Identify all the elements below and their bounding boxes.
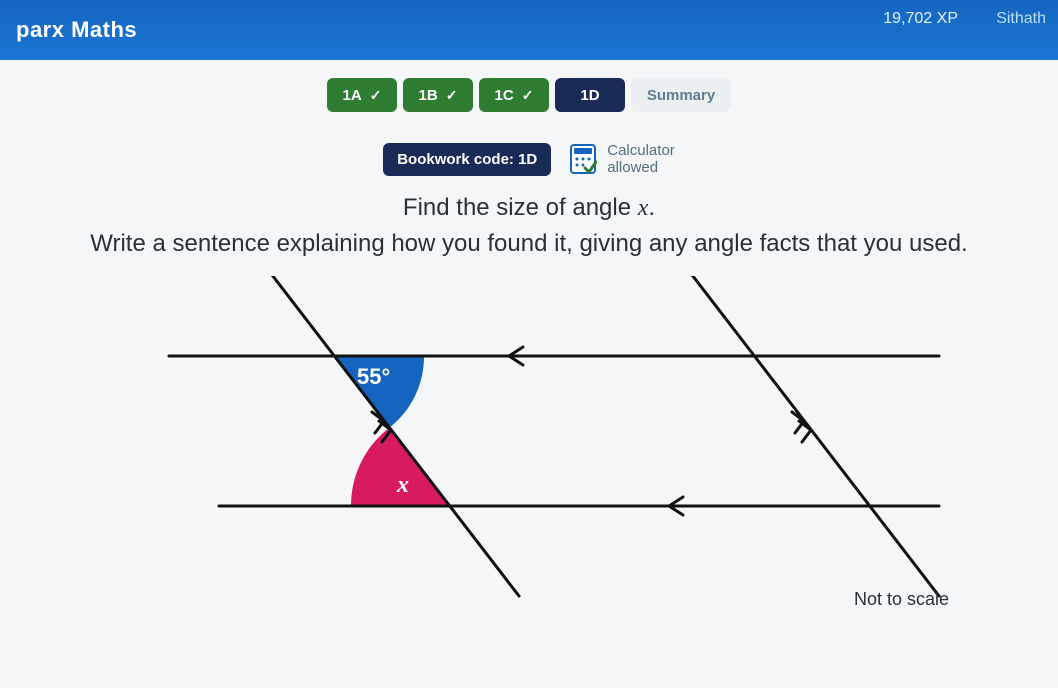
xp-counter: 19,702 XP [883, 10, 958, 28]
user-name: Sithath [996, 10, 1046, 28]
tab-label: 1C [495, 87, 514, 104]
brand-logo: parx Maths [16, 17, 137, 43]
tab-label: 1A [343, 87, 362, 104]
tab-1b[interactable]: 1B ✓ [403, 78, 473, 112]
bookwork-code: Bookwork code: 1D [383, 143, 551, 176]
tab-1d[interactable]: 1D [555, 78, 625, 112]
meta-row: Bookwork code: 1D Calculator allowed [0, 142, 1058, 176]
tab-label: Summary [647, 87, 715, 104]
diagram-svg [79, 276, 979, 616]
check-icon: ✓ [446, 87, 458, 104]
calculator-text: Calculator allowed [607, 142, 675, 176]
tab-label: 1D [580, 87, 599, 104]
tab-1c[interactable]: 1C ✓ [479, 78, 549, 112]
angle-x-label: x [397, 472, 409, 499]
question-line2: Write a sentence explaining how you foun… [30, 228, 1028, 260]
calculator-icon [569, 144, 597, 174]
tab-summary[interactable]: Summary [631, 78, 731, 112]
not-to-scale-note: Not to scale [854, 589, 949, 610]
tab-1a[interactable]: 1A ✓ [327, 78, 397, 112]
question-line1: Find the size of angle x. [30, 194, 1028, 222]
calculator-line2: allowed [607, 159, 675, 176]
diagram: 55° x Not to scale [79, 276, 979, 616]
check-icon: ✓ [522, 87, 534, 104]
q-line1-a: Find the size of angle [403, 194, 638, 221]
q-variable: x [638, 195, 649, 221]
question-text: Find the size of angle x. Write a senten… [0, 194, 1058, 260]
angle-55-label: 55° [357, 364, 390, 390]
check-icon: ✓ [370, 87, 382, 104]
tab-label: 1B [419, 87, 438, 104]
top-bar: parx Maths 19,702 XP Sithath [0, 0, 1058, 60]
q-line1-b: . [648, 194, 655, 221]
question-tabs: 1A ✓ 1B ✓ 1C ✓ 1D Summary [0, 60, 1058, 120]
calculator-line1: Calculator [607, 142, 675, 159]
calculator-allowed: Calculator allowed [569, 142, 675, 176]
